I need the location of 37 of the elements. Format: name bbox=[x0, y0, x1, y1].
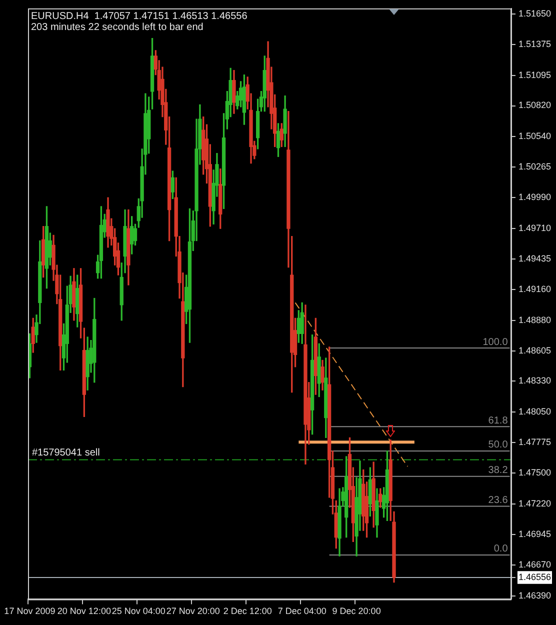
x-tick-label: 27 Nov 20:00 bbox=[166, 606, 220, 616]
series-label: 100.0 bbox=[482, 336, 508, 348]
y-tick-label: 1.49710 bbox=[518, 223, 552, 234]
y-tick-label: 1.48880 bbox=[518, 314, 552, 325]
series-label: 23.6 bbox=[488, 495, 508, 506]
y-tick-label: 1.50265 bbox=[518, 162, 552, 172]
y-tick-label: 1.50540 bbox=[518, 131, 552, 142]
x-tick-label: 7 Dec 04:00 bbox=[278, 606, 326, 616]
x-tick-label: 20 Nov 12:00 bbox=[57, 606, 111, 616]
series-label: 0.0 bbox=[494, 544, 508, 555]
x-tick-label: 17 Nov 2009 bbox=[4, 606, 56, 616]
y-tick-label: 1.49990 bbox=[518, 192, 552, 202]
y-tick-label: 1.48330 bbox=[518, 376, 552, 386]
y-tick-label: 1.46390 bbox=[518, 590, 552, 600]
y-tick-label: 1.47775 bbox=[518, 437, 552, 448]
x-tick-label: 9 Dec 20:00 bbox=[332, 606, 381, 616]
y-tick-label: 1.51095 bbox=[518, 70, 552, 80]
y-tick-label: 1.47220 bbox=[518, 498, 552, 509]
y-tick-label: 1.46670 bbox=[518, 559, 552, 570]
chart-title: EURUSD.H4 1.47057 1.47151 1.46513 1.46556 bbox=[31, 11, 248, 22]
series-label: 61.8 bbox=[488, 415, 508, 426]
y-tick-label: 1.48050 bbox=[518, 406, 552, 417]
series-label: 50.0 bbox=[488, 440, 508, 451]
x-tick-label: 25 Nov 04:00 bbox=[112, 606, 166, 616]
y-tick-label: 1.46945 bbox=[518, 528, 552, 539]
y-tick-label: 1.49160 bbox=[518, 284, 552, 294]
y-tick-label: 1.51650 bbox=[518, 8, 552, 18]
y-tick-label: 1.47500 bbox=[518, 468, 552, 478]
x-tick-label: 2 Dec 12:00 bbox=[223, 606, 272, 616]
y-tick-label: 1.50820 bbox=[518, 100, 552, 110]
y-tick-label: 1.51375 bbox=[518, 38, 552, 49]
text: 203 minutes 22 seconds left to bar end bbox=[31, 22, 204, 34]
ref-line-label: #15795041 sell bbox=[32, 448, 100, 459]
series-label: 38.2 bbox=[488, 465, 508, 476]
y-tick-label: 1.48605 bbox=[518, 345, 552, 356]
y-tick-label: 1.49435 bbox=[518, 253, 552, 264]
y-tick-label: 1.46556 bbox=[518, 572, 552, 582]
